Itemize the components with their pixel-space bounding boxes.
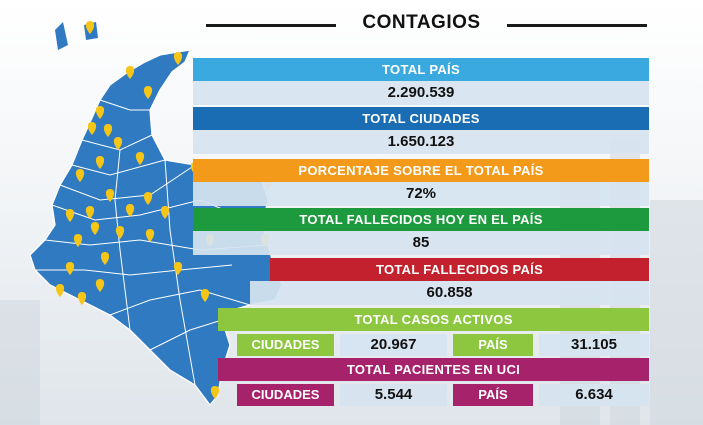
casos-activos-header: TOTAL CASOS ACTIVOS — [218, 308, 649, 331]
casos-activos-pais-label: PAÍS — [453, 334, 533, 356]
uci-ciudades-label: CIUDADES — [237, 384, 334, 406]
location-pin-icon — [75, 169, 85, 182]
location-pin-icon — [87, 122, 97, 135]
location-pin-icon — [95, 156, 105, 169]
location-pin-icon — [125, 204, 135, 217]
island-san-andres — [55, 22, 68, 50]
casos-activos-ciudades-label: CIUDADES — [237, 334, 334, 356]
porcentaje-value: 72% — [193, 182, 649, 206]
location-pin-icon — [145, 229, 155, 242]
location-pin-icon — [173, 262, 183, 275]
location-pin-icon — [85, 206, 95, 219]
total-ciudades-header: TOTAL CIUDADES — [193, 107, 649, 130]
location-pin-icon — [115, 226, 125, 239]
total-pais-value: 2.290.539 — [193, 81, 649, 105]
location-pin-icon — [95, 279, 105, 292]
title-rule-right — [507, 24, 647, 27]
fallecidos-hoy-value: 85 — [193, 231, 649, 255]
skyline-building — [0, 300, 40, 425]
location-pin-icon — [95, 106, 105, 119]
location-pin-icon — [90, 222, 100, 235]
location-pin-icon — [85, 21, 95, 34]
fallecidos-pais-value: 60.858 — [250, 281, 649, 305]
location-pin-icon — [173, 52, 183, 65]
location-pin-icon — [103, 124, 113, 137]
uci-pais-value: 6.634 — [539, 384, 649, 406]
fallecidos-hoy-header: TOTAL FALLECIDOS HOY EN EL PAÍS — [193, 208, 649, 231]
location-pin-icon — [135, 152, 145, 165]
location-pin-icon — [160, 206, 170, 219]
uci-header: TOTAL PACIENTES EN UCI — [218, 358, 649, 381]
location-pin-icon — [200, 289, 210, 302]
porcentaje-header: PORCENTAJE SOBRE EL TOTAL PAÍS — [193, 159, 649, 182]
location-pin-icon — [210, 386, 220, 399]
title-rule-left — [206, 24, 336, 27]
location-pin-icon — [100, 252, 110, 265]
uci-ciudades-value: 5.544 — [340, 384, 447, 406]
location-pin-icon — [77, 292, 87, 305]
location-pin-icon — [65, 209, 75, 222]
location-pin-icon — [113, 137, 123, 150]
casos-activos-pais-value: 31.105 — [539, 334, 649, 356]
location-pin-icon — [65, 262, 75, 275]
location-pin-icon — [143, 192, 153, 205]
location-pin-icon — [105, 189, 115, 202]
total-ciudades-value: 1.650.123 — [193, 130, 649, 154]
uci-pais-label: PAÍS — [453, 384, 533, 406]
page-title: CONTAGIOS — [362, 12, 481, 33]
casos-activos-ciudades-value: 20.967 — [340, 334, 447, 356]
skyline-building — [650, 200, 703, 425]
location-pin-icon — [73, 234, 83, 247]
total-pais-header: TOTAL PAÍS — [193, 58, 649, 81]
fallecidos-pais-header: TOTAL FALLECIDOS PAÍS — [270, 258, 649, 281]
location-pin-icon — [125, 66, 135, 79]
location-pin-icon — [55, 284, 65, 297]
location-pin-icon — [143, 86, 153, 99]
